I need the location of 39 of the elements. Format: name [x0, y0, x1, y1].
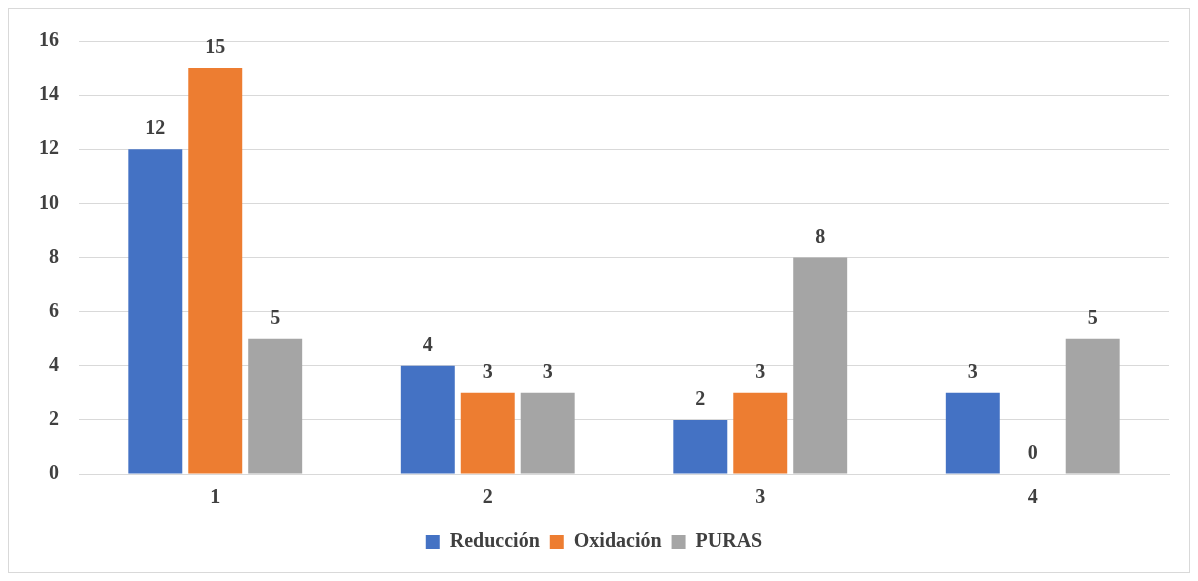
bar [520, 392, 575, 474]
data-label: 3 [755, 359, 766, 382]
data-label: 3 [967, 359, 978, 382]
x-tick-label: 3 [755, 485, 766, 508]
data-label: 8 [815, 224, 826, 247]
data-label: 3 [482, 359, 493, 382]
bar [673, 419, 728, 474]
y-tick-label: 4 [49, 352, 59, 375]
legend-label: Oxidación [573, 529, 662, 552]
x-tick-label: 1 [210, 485, 221, 508]
y-tick-label: 6 [49, 298, 59, 321]
x-tick-label: 2 [482, 485, 493, 508]
bar [188, 68, 243, 474]
bar [128, 149, 183, 474]
data-label: 0 [1027, 441, 1038, 464]
legend-label: PURAS [695, 529, 763, 552]
data-label: 3 [542, 359, 553, 382]
x-tick-label: 4 [1027, 485, 1038, 508]
data-label: 4 [422, 332, 433, 355]
bar [460, 392, 515, 474]
bar [400, 365, 455, 474]
bar [1065, 338, 1120, 474]
data-label: 15 [205, 35, 226, 58]
bar [945, 392, 1000, 474]
y-tick-label: 2 [49, 407, 59, 430]
bar [733, 392, 788, 474]
y-tick-label: 16 [39, 28, 59, 51]
y-tick-label: 10 [39, 190, 59, 213]
y-tick-label: 14 [39, 82, 59, 105]
bar [248, 338, 303, 474]
y-tick-label: 12 [39, 136, 59, 159]
data-label: 5 [1087, 305, 1098, 328]
data-label: 12 [145, 116, 166, 139]
bar [793, 257, 848, 474]
y-tick-label: 0 [49, 461, 59, 484]
data-label: 2 [695, 387, 706, 410]
legend-label: Reducción [449, 529, 540, 552]
data-label: 5 [270, 305, 281, 328]
y-tick-label: 8 [49, 244, 59, 267]
